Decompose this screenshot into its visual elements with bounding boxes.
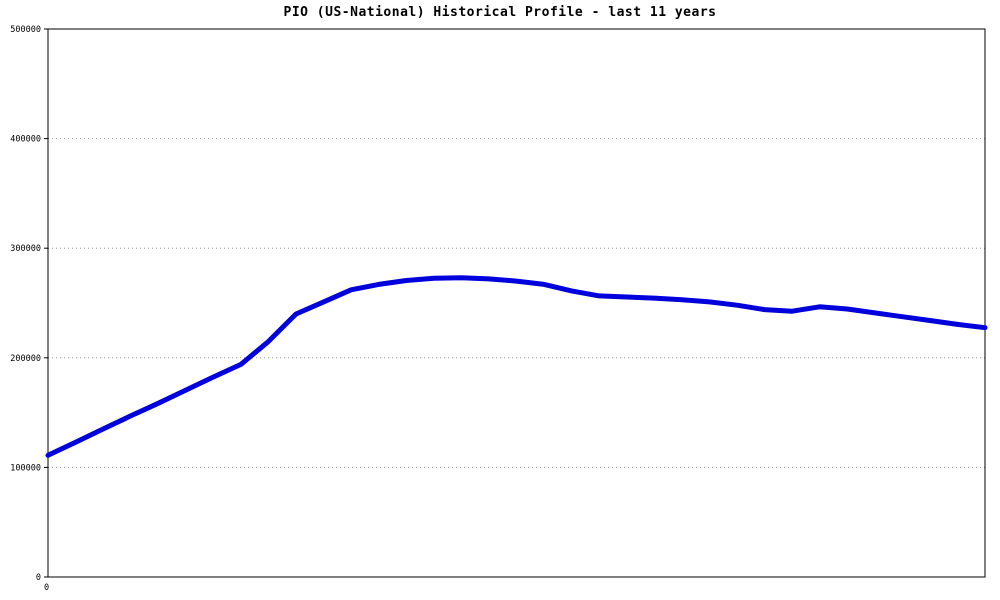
data-line <box>45 275 988 458</box>
y-tick-label: 400000 <box>10 135 41 145</box>
y-tick-label: 200000 <box>10 354 41 364</box>
plot-frame <box>47 28 986 578</box>
x-tick-label: 0 <box>44 583 49 593</box>
chart-title: PIO (US-National) Historical Profile - l… <box>283 5 717 20</box>
y-tick-label: 0 <box>36 573 41 583</box>
y-tick-label: 300000 <box>10 244 41 254</box>
y-tick-label: 100000 <box>10 463 41 473</box>
y-tick-label: 500000 <box>10 25 41 35</box>
